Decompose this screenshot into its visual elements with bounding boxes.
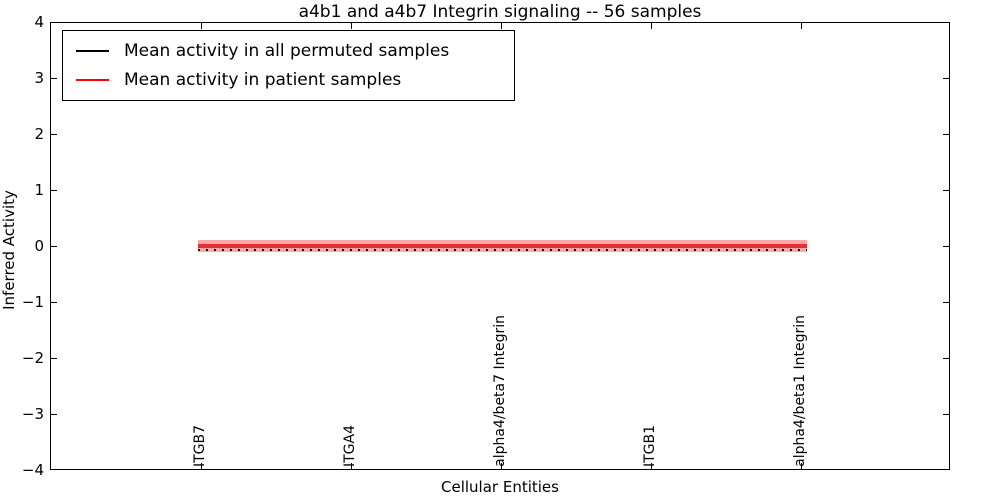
y-tick-label: −2 bbox=[21, 349, 44, 367]
x-tick-label: ITGA4 bbox=[342, 424, 358, 467]
axis-tick bbox=[651, 463, 652, 469]
axis-tick bbox=[351, 23, 352, 29]
y-tick-label: −1 bbox=[21, 293, 44, 311]
axis-tick bbox=[51, 78, 57, 79]
legend-label: Mean activity in patient samples bbox=[124, 70, 402, 91]
x-tick-label: ITGB7 bbox=[192, 424, 208, 467]
chart-title: a4b1 and a4b7 Integrin signaling -- 56 s… bbox=[298, 2, 702, 22]
legend-line-black-icon bbox=[76, 49, 109, 52]
x-tick-label: alpha4/beta1 Integrin bbox=[792, 315, 808, 467]
x-tick-label: alpha4/beta7 Integrin bbox=[492, 315, 508, 467]
permuted-mean-line bbox=[198, 249, 807, 251]
axis-tick bbox=[51, 358, 57, 359]
x-tick-label: ITGB1 bbox=[642, 424, 658, 467]
axis-tick bbox=[51, 414, 57, 415]
axis-tick bbox=[943, 414, 949, 415]
axis-tick bbox=[51, 246, 57, 247]
y-tick-label: −3 bbox=[21, 405, 44, 423]
axis-tick bbox=[201, 23, 202, 29]
y-tick-label: −4 bbox=[21, 461, 44, 479]
legend-item-permuted: Mean activity in all permuted samples bbox=[76, 41, 514, 61]
legend-label: Mean activity in all permuted samples bbox=[124, 40, 450, 61]
x-axis-label: Cellular Entities bbox=[441, 478, 559, 496]
y-tick-label: 4 bbox=[34, 13, 44, 31]
axis-tick bbox=[351, 463, 352, 469]
axis-tick bbox=[501, 23, 502, 29]
axis-tick bbox=[501, 463, 502, 469]
axis-tick bbox=[943, 190, 949, 191]
legend-item-patient: Mean activity in patient samples bbox=[76, 70, 514, 90]
y-tick-label: 1 bbox=[34, 181, 44, 199]
axis-tick bbox=[943, 134, 949, 135]
axis-tick bbox=[51, 134, 57, 135]
y-tick-label: 3 bbox=[34, 69, 44, 87]
axis-tick bbox=[201, 463, 202, 469]
y-tick-label: 2 bbox=[34, 125, 44, 143]
axis-tick bbox=[51, 302, 57, 303]
y-axis-label: Inferred Activity bbox=[0, 190, 18, 310]
axis-tick bbox=[943, 358, 949, 359]
axis-tick bbox=[943, 78, 949, 79]
axis-tick bbox=[943, 246, 949, 247]
axis-tick bbox=[651, 23, 652, 29]
axis-tick bbox=[51, 190, 57, 191]
patient-mean-line bbox=[198, 244, 807, 248]
legend-line-red-icon bbox=[76, 79, 109, 82]
legend: Mean activity in all permuted samples Me… bbox=[62, 30, 515, 101]
y-tick-label: 0 bbox=[34, 237, 44, 255]
axis-tick bbox=[943, 302, 949, 303]
axis-tick bbox=[801, 23, 802, 29]
axis-tick bbox=[801, 463, 802, 469]
